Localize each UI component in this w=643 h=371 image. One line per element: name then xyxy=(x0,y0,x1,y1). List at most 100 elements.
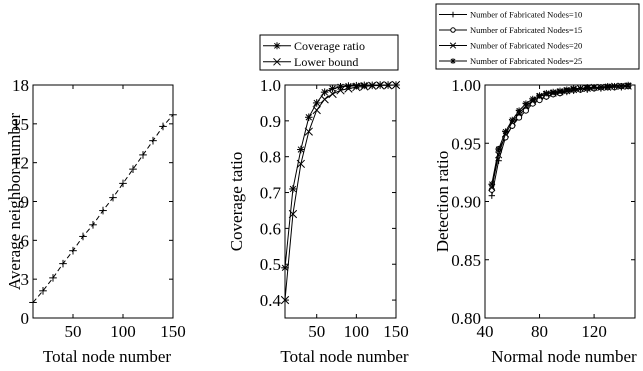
legend-entry: Number of Fabricated Nodes=15 xyxy=(470,25,582,35)
data-point-d2 xyxy=(391,80,401,90)
legend-marker-d2 xyxy=(449,42,457,49)
data-point-d2 xyxy=(509,117,516,123)
data-point-d2 xyxy=(502,128,509,135)
data-point xyxy=(328,89,337,99)
data-point xyxy=(119,179,127,188)
series-2 xyxy=(488,83,632,193)
data-point xyxy=(289,185,297,193)
data-point-d2 xyxy=(584,84,591,91)
legend-marker xyxy=(450,58,456,64)
series-line xyxy=(491,85,629,188)
data-point xyxy=(391,80,401,90)
data-point-d2 xyxy=(557,88,563,94)
panel-3: 0.80 0.85 0.90 0.95 1.00 40 80 120 Normal node n… xyxy=(433,3,640,366)
data-point-d2 xyxy=(281,264,289,272)
series-line xyxy=(284,84,397,301)
legend-entry: Coverage ratio xyxy=(294,39,365,53)
data-point-d2 xyxy=(598,84,604,91)
y-tick-label: 0.80 xyxy=(451,309,481,328)
y-tick-label: 0.5 xyxy=(260,255,281,274)
data-point xyxy=(99,206,107,215)
data-point xyxy=(320,88,329,96)
x-tick-label: 100 xyxy=(344,322,370,341)
x-axis-label: Normal node number xyxy=(491,347,637,366)
y-tick-label: 0 xyxy=(21,309,30,328)
y-tick-label: 18 xyxy=(12,76,29,95)
data-point xyxy=(522,100,530,107)
data-point-d2 xyxy=(489,181,495,187)
y-tick-label: 9 xyxy=(21,193,30,212)
data-point-d2 xyxy=(305,114,312,121)
y-axis-label: Average neighbor number xyxy=(5,113,24,291)
data-point xyxy=(536,92,543,99)
y-tick-label: 0.9 xyxy=(260,112,281,131)
data-point xyxy=(280,295,290,305)
data-point xyxy=(529,95,536,103)
y-tick-label: 12 xyxy=(12,154,29,173)
data-point xyxy=(129,165,137,173)
y-tick-label: 0.90 xyxy=(451,193,481,212)
data-point-d2 xyxy=(329,85,336,92)
data-point-d2 xyxy=(296,159,306,169)
data-point-d2 xyxy=(375,81,385,90)
data-point-d2 xyxy=(543,90,550,96)
data-point-d2 xyxy=(564,86,570,93)
data-point-d2 xyxy=(618,83,625,89)
data-point xyxy=(352,81,361,90)
data-point xyxy=(383,81,393,90)
series-1 xyxy=(29,110,177,307)
data-point-d2 xyxy=(360,82,369,91)
data-point xyxy=(304,127,313,136)
data-point-d2 xyxy=(313,99,320,107)
data-point xyxy=(522,107,529,114)
x-tick-label: 80 xyxy=(531,322,548,341)
data-point xyxy=(495,145,502,153)
data-point xyxy=(69,246,77,255)
data-point xyxy=(611,82,618,90)
x-tick-label: 50 xyxy=(308,322,325,341)
legend-frame xyxy=(435,3,640,70)
data-point xyxy=(502,128,509,135)
y-tick-label: 6 xyxy=(21,231,30,250)
y-tick-label: 0.4 xyxy=(260,291,282,310)
y-tick-label: 3 xyxy=(21,270,30,289)
data-point xyxy=(297,145,305,154)
plot-frame xyxy=(32,84,174,319)
data-point-d2 xyxy=(523,100,529,107)
data-point xyxy=(584,84,591,91)
data-point-d2 xyxy=(625,82,631,88)
data-point-d2 xyxy=(328,89,337,99)
legend: Number of Fabricated Nodes=10 Number of F… xyxy=(435,3,640,70)
x-tick-label: 40 xyxy=(477,322,494,341)
x-tick-label: 100 xyxy=(110,322,136,341)
y-tick-label: 1.0 xyxy=(260,76,281,95)
data-point-d2 xyxy=(529,96,536,102)
panel-2: 0.4 0.5 0.6 0.7 0.8 0.9 1.0 50 100 150 Total node … xyxy=(227,34,409,366)
legend-marker xyxy=(450,27,456,33)
plot-frame xyxy=(284,84,397,319)
data-point xyxy=(312,99,321,107)
y-tick-label: 0.7 xyxy=(260,184,282,203)
data-point xyxy=(549,88,557,96)
y-tick-label: 1.00 xyxy=(451,76,481,95)
data-point xyxy=(39,287,47,295)
data-point xyxy=(624,81,632,89)
legend-marker-d2 xyxy=(450,58,456,64)
series-2 xyxy=(280,80,401,305)
data-point xyxy=(49,274,57,282)
data-point xyxy=(488,183,496,192)
data-point-d2 xyxy=(289,185,297,193)
y-tick-label: 0.6 xyxy=(260,219,281,238)
series-line xyxy=(491,84,629,185)
data-point-d2 xyxy=(368,81,377,90)
data-point xyxy=(296,159,306,169)
data-point xyxy=(556,87,564,95)
series-line xyxy=(284,84,396,268)
data-point xyxy=(543,89,550,97)
x-tick-label: 50 xyxy=(65,322,82,341)
data-point xyxy=(304,113,313,122)
data-point-d2 xyxy=(336,86,345,95)
data-point xyxy=(577,85,584,92)
data-point-d2 xyxy=(304,127,313,136)
